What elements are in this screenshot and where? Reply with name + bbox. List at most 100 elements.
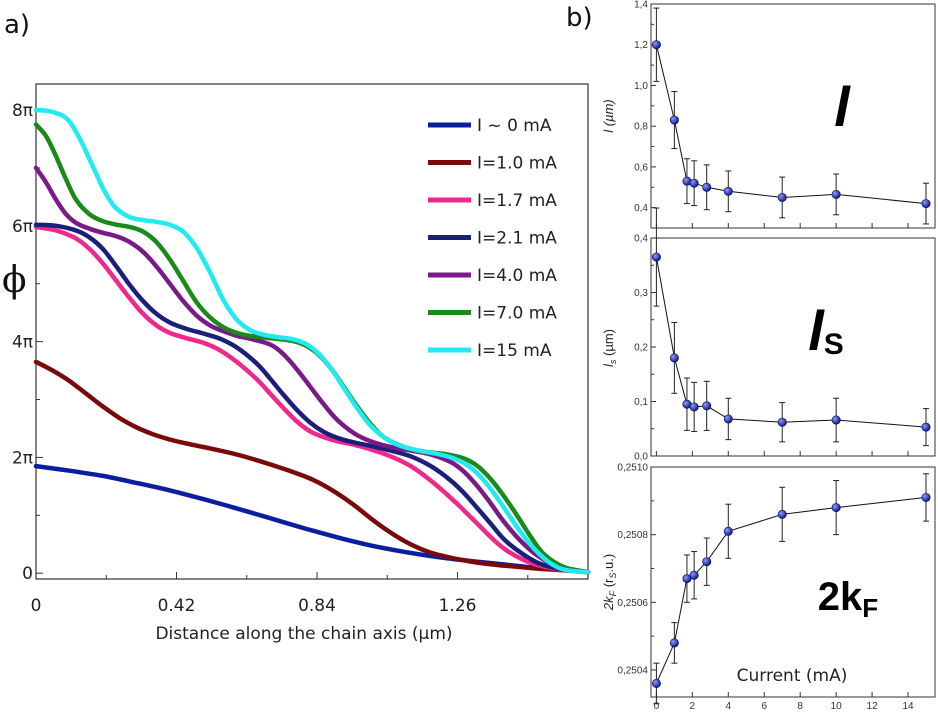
y-tick-label: 2π [12, 448, 33, 468]
panel-b-bottom-frame [650, 466, 936, 698]
panel-b-bottom-ylabel-unit: (r [601, 578, 616, 591]
panel-b-bottom-x-axis-label: Current (mA) [737, 666, 848, 686]
panel-b-bottom-ylabel-sub2: S [608, 573, 618, 579]
data-point [777, 417, 787, 427]
y-tick-label: 0,8 [634, 122, 648, 133]
panel-b-middle-chart: 0,00,10,20,30,4 lS ls (µm) [601, 207, 936, 463]
y-tick-label: 6π [12, 217, 33, 237]
x-tick-label: 12 [867, 701, 879, 712]
x-tick-label: 2 [690, 701, 696, 712]
data-point [651, 252, 661, 262]
data-line [655, 496, 927, 684]
legend-label: I=7.0 mA [477, 304, 557, 324]
x-tick-label: 0.42 [158, 596, 196, 616]
data-point [723, 186, 733, 196]
y-tick-label: 0,4 [634, 234, 648, 245]
legend-label: I ~ 0 mA [477, 116, 552, 136]
legend-label: I=1.7 mA [477, 191, 557, 211]
panel-b-middle-ylabel-unit: (µm) [601, 329, 616, 360]
series-line-3 [33, 222, 591, 575]
panel-b-middle-ylabel-sub: s [608, 359, 618, 364]
data-point [921, 199, 931, 209]
data-point [831, 503, 841, 513]
data-point [651, 40, 661, 50]
y-tick-label: 0,4 [634, 203, 648, 214]
y-tick-label: 0,0 [634, 452, 648, 463]
data-point [777, 192, 787, 202]
legend-label: I=1.0 mA [477, 154, 557, 174]
y-tick-label: 1,0 [634, 81, 648, 92]
y-tick-label: 4π [12, 333, 33, 353]
y-tick-label: 0,2506 [617, 598, 648, 609]
panel-b-bottom-y-axis-label: 2kF (rS.u.) [601, 554, 618, 611]
data-line [655, 257, 927, 428]
x-tick-label: 8 [797, 701, 803, 712]
panel-b-label: b) [566, 3, 593, 33]
data-point [921, 422, 931, 432]
panel-a-ticks: 0 0.42 0.84 1.26 0 2π 4π 6π 8π [12, 101, 529, 616]
series-line-6 [33, 107, 591, 575]
y-tick-label: 0,2510 [617, 463, 648, 474]
panel-b-bottom-ylabel-sub: F [608, 590, 618, 596]
data-point [921, 492, 931, 502]
data-point [831, 189, 841, 199]
y-tick-label: 1,4 [634, 0, 648, 11]
x-tick-label: 6 [761, 701, 767, 712]
panel-a-label: a) [4, 10, 30, 40]
panel-b-top-big-label: l [834, 75, 851, 138]
x-tick-label: 14 [902, 701, 914, 712]
data-point [723, 414, 733, 424]
data-point [682, 574, 692, 584]
panel-b-middle-big-label: lS [808, 299, 844, 362]
y-tick-label: 0,3 [634, 288, 648, 299]
data-point [689, 402, 699, 412]
y-tick-label: 0,2508 [617, 530, 648, 541]
panel-a-lines [33, 107, 591, 575]
data-point [669, 115, 679, 125]
data-point [831, 415, 841, 425]
y-tick-label: 0,6 [634, 162, 648, 173]
panel-a-x-axis-label: Distance along the chain axis (µm) [155, 624, 452, 644]
data-point [689, 570, 699, 580]
panel-b-bottom-ylabel-main: 2k [601, 595, 616, 611]
x-tick-label: 1.26 [439, 596, 477, 616]
panel-b-bottom-big-label-sub: F [862, 593, 878, 623]
panel-b-bottom-ticks: 0,2504 0,2506 0,2508 0,2510 0 2 4 6 8 10 12 14 [617, 463, 914, 712]
panel-b-bottom-big-label-main: 2k [818, 575, 863, 619]
x-tick-label: 4 [726, 701, 732, 712]
panel-b-top-ticks: 0,4 0,6 0,8 1,0 1,2 1,4 [634, 0, 909, 228]
series-line-4 [33, 165, 591, 575]
y-tick-label: 0,2 [634, 343, 648, 354]
legend-label: I=15 mA [477, 341, 552, 361]
data-point [702, 182, 712, 192]
x-tick-label: 10 [831, 701, 843, 712]
y-tick-label: 0 [22, 564, 33, 584]
legend-label: I=2.1 mA [477, 229, 557, 249]
data-point [723, 526, 733, 536]
panel-b-middle-y-axis-label: ls (µm) [601, 329, 618, 367]
panel-b-bottom-ylabel-unit2: .u.) [601, 554, 616, 573]
panel-b-middle-frame [650, 237, 936, 457]
panel-b-middle-big-label-main: l [808, 299, 825, 362]
series-line-0 [33, 463, 591, 575]
panel-b-top-y-axis-label: l (µm) [601, 99, 616, 132]
panel-a-legend: I ~ 0 mA I=1.0 mA I=1.7 mA I=2.1 mA I=4.0 mA… [428, 116, 557, 361]
legend-label: I=4.0 mA [477, 266, 557, 286]
panel-b-bottom-chart: 0,2504 0,2506 0,2508 0,2510 0 2 4 6 8 10 12 14 2kF … [601, 463, 936, 712]
x-tick-label: 0 [654, 701, 660, 712]
panel-b-top-chart: 0,4 0,6 0,8 1,0 1,2 1,4 l l (µm) [601, 0, 936, 229]
data-point [669, 353, 679, 363]
panel-b-top-data [651, 7, 931, 225]
data-point [702, 401, 712, 411]
y-tick-label: 8π [12, 101, 33, 121]
panel-b-bottom-data [651, 473, 931, 705]
panel-a-frame [35, 83, 589, 580]
panel-a-y-axis-label: ϕ [2, 260, 27, 301]
series-line-2 [33, 224, 591, 575]
panel-b-middle-data [651, 207, 931, 447]
panel-b-top-frame [650, 3, 936, 229]
data-point [702, 557, 712, 567]
y-tick-label: 0,1 [634, 397, 648, 408]
